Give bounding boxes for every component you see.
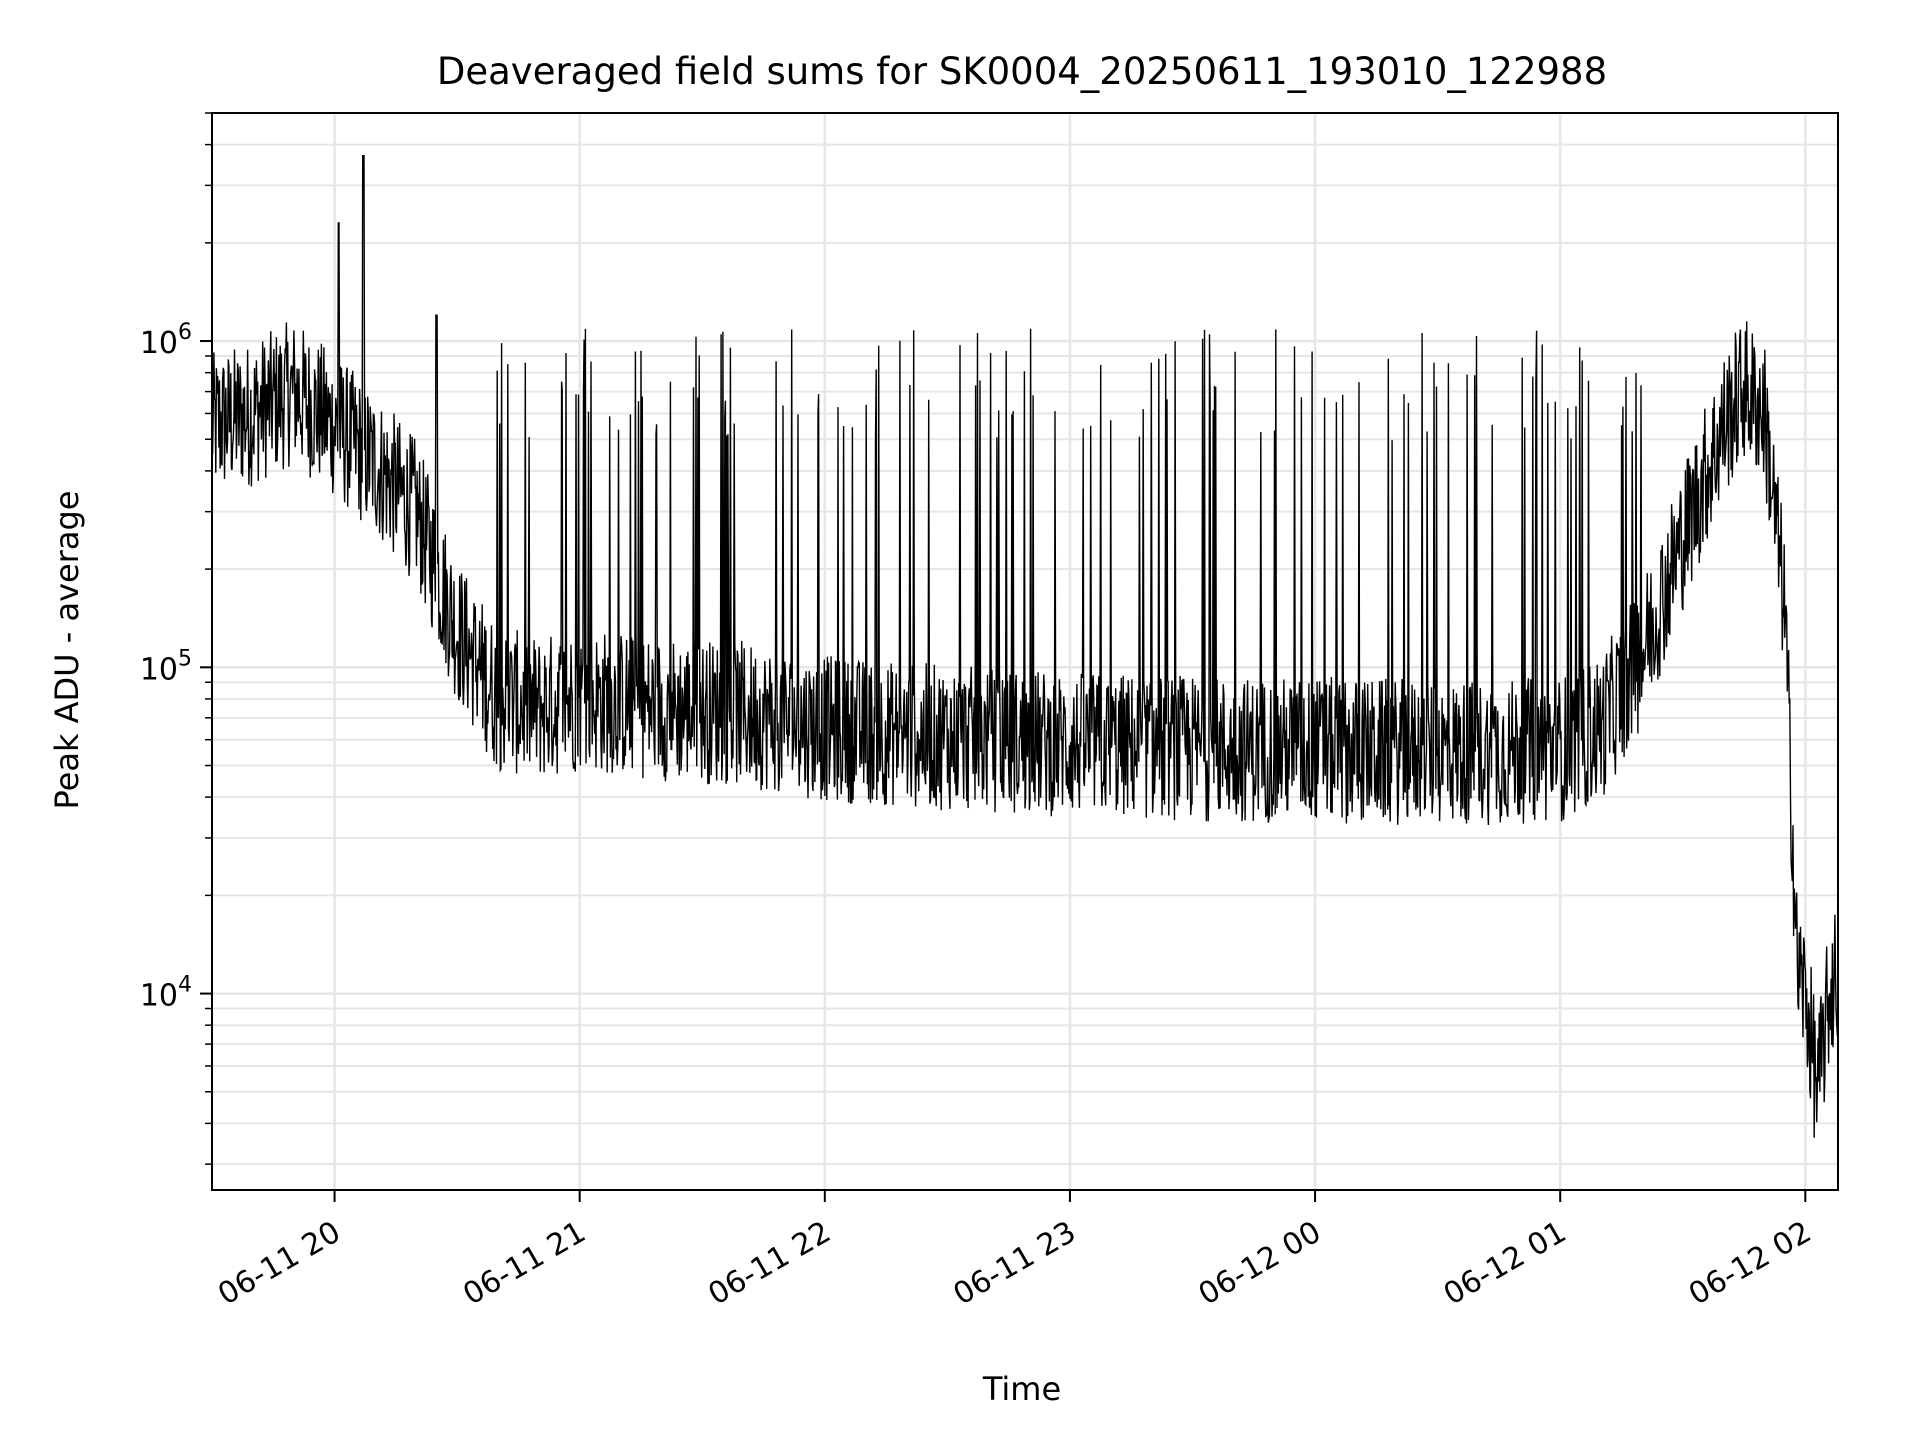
y-axis-label: Peak ADU - average <box>48 491 86 810</box>
x-axis-label: Time <box>982 1370 1061 1408</box>
line-chart: 10410510606-11 20 06-11 21 06-11 22 06-11 2… <box>0 0 1920 1440</box>
chart-title: Deaveraged field sums for SK0004_2025061… <box>437 50 1607 93</box>
